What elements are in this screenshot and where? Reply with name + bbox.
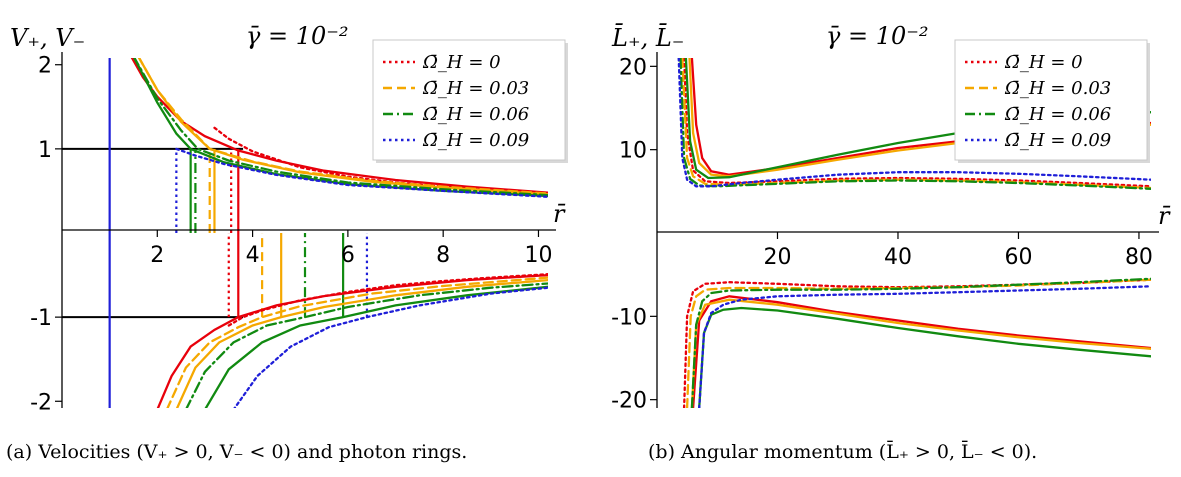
series-line bbox=[133, 58, 548, 197]
legend-label: Ω̄_H = 0.09 bbox=[422, 130, 529, 151]
series-line bbox=[156, 273, 548, 408]
series-line bbox=[682, 58, 1151, 188]
x-tick-label: 10 bbox=[524, 243, 552, 268]
y-tick-label: -2 bbox=[30, 390, 52, 415]
legend-label: Ω̄_H = 0.03 bbox=[422, 78, 529, 99]
x-tick-label: 6 bbox=[341, 243, 355, 268]
legend: Ω̄_H = 0 Ω̄_H = 0.03 Ω̄_H = 0.06 Ω̄_H = 0.0… bbox=[954, 39, 1150, 163]
legend: Ω̄_H = 0 Ω̄_H = 0.03 Ω̄_H = 0.06 Ω̄_H = 0.0… bbox=[372, 39, 568, 163]
x-axis-label: r̄ bbox=[553, 200, 566, 228]
y-tick-label: 1 bbox=[38, 138, 52, 163]
legend-box bbox=[372, 39, 566, 161]
y-tick-label: 2 bbox=[38, 54, 52, 79]
series-line bbox=[690, 277, 1151, 408]
y-tick-label: -10 bbox=[611, 305, 647, 330]
series-line bbox=[698, 306, 1151, 408]
series-line bbox=[690, 298, 1151, 408]
x-tick-label: 60 bbox=[1004, 245, 1032, 270]
series-line bbox=[204, 285, 548, 408]
legend-label: Ω̄_H = 0 bbox=[422, 52, 501, 73]
y-tick-label: 10 bbox=[619, 139, 647, 164]
series-line bbox=[233, 286, 548, 408]
gamma-annotation: γ̄ = 10⁻² bbox=[826, 22, 929, 50]
x-tick-label: 4 bbox=[246, 243, 260, 268]
panel-a: 2 4 6 8 10 2 1 -1 -2 V₊, V₋ r̄ γ̄ = 10⁻² (a) Velocit… bbox=[6, 22, 568, 463]
x-tick-label: 8 bbox=[436, 243, 450, 268]
x-tick-label: 20 bbox=[763, 245, 791, 270]
x-tick-label: 80 bbox=[1125, 245, 1153, 270]
series-line bbox=[175, 147, 548, 198]
plot-area-a bbox=[62, 58, 548, 408]
legend-label: Ω̄_H = 0 bbox=[1004, 52, 1083, 73]
y-tick-label: -1 bbox=[30, 306, 52, 331]
caption: (b) Angular momentum (L̄₊ > 0, L̄₋ < 0). bbox=[648, 440, 1037, 463]
y-tick-label: 20 bbox=[619, 55, 647, 80]
series-line bbox=[691, 295, 1151, 408]
series-line bbox=[175, 278, 548, 408]
legend-label: Ω̄_H = 0.06 bbox=[422, 104, 529, 125]
x-axis-label: r̄ bbox=[1158, 202, 1171, 230]
x-tick-label: 2 bbox=[150, 243, 164, 268]
legend-label: Ω̄_H = 0.03 bbox=[1004, 78, 1111, 99]
gamma-annotation: γ̄ = 10⁻² bbox=[246, 22, 349, 50]
y-axis-label: V₊, V₋ bbox=[10, 24, 85, 52]
panel-b: 20 40 60 80 20 10 -10 -20 L̄₊, L̄₋ r̄ γ̄ = 10⁻² (b)… bbox=[611, 22, 1171, 463]
series-line bbox=[185, 282, 548, 408]
series-line bbox=[137, 58, 548, 196]
y-tick-label: -20 bbox=[611, 389, 647, 414]
x-tick-label: 40 bbox=[884, 245, 912, 270]
series-line bbox=[698, 285, 1151, 408]
series-line bbox=[685, 278, 1151, 408]
series-line bbox=[166, 276, 548, 408]
legend-box bbox=[954, 39, 1148, 161]
series-line bbox=[679, 58, 1151, 190]
caption: (a) Velocities (V₊ > 0, V₋ < 0) and phot… bbox=[6, 441, 467, 463]
legend-label: Ω̄_H = 0.06 bbox=[1004, 104, 1111, 125]
y-axis-label: L̄₊, L̄₋ bbox=[611, 24, 684, 52]
legend-label: Ω̄_H = 0.09 bbox=[1004, 130, 1111, 151]
series-line bbox=[677, 58, 1151, 188]
